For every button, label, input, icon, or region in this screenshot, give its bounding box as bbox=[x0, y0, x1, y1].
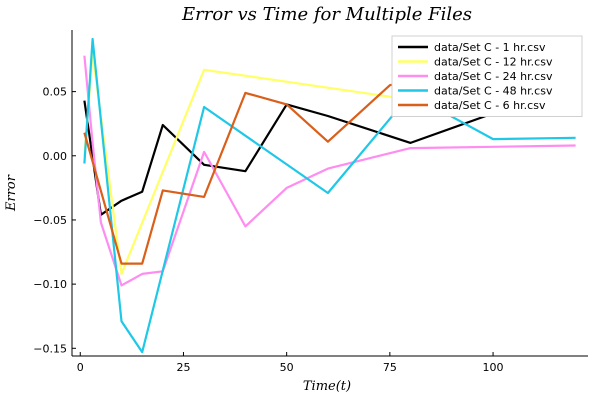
y-tick-label: −0.10 bbox=[33, 278, 67, 291]
x-tick-label: 50 bbox=[280, 361, 294, 374]
y-tick-label: −0.15 bbox=[33, 342, 67, 355]
legend-label: data/Set C - 24 hr.csv bbox=[434, 70, 553, 83]
y-tick-label: 0.05 bbox=[43, 86, 68, 99]
chart-title: Error vs Time for Multiple Files bbox=[181, 4, 472, 25]
y-axis-label: Error bbox=[4, 174, 19, 212]
axes: 0 25 50 75 100 −0.15 −0.10 −0.05 0.00 0.05 bbox=[33, 30, 588, 374]
x-axis-label: Time(t) bbox=[303, 379, 351, 394]
x-tick-label: 0 bbox=[77, 361, 84, 374]
legend-box bbox=[391, 35, 583, 117]
series-line-3 bbox=[83, 55, 576, 287]
series-line-1 bbox=[83, 87, 576, 216]
y-tick-label: −0.05 bbox=[33, 214, 67, 227]
legend-label: data/Set C - 12 hr.csv bbox=[434, 56, 553, 69]
y-tick-label: 0.00 bbox=[43, 150, 68, 163]
legend-label: data/Set C - 1 hr.csv bbox=[434, 41, 546, 54]
x-tick-label: 75 bbox=[383, 361, 397, 374]
legend-label: data/Set C - 48 hr.csv bbox=[434, 85, 553, 98]
series-line-4 bbox=[83, 37, 576, 354]
legend-label: data/Set C - 6 hr.csv bbox=[434, 99, 546, 112]
legend: data/Set C - 1 hr.csv data/Set C - 12 hr.… bbox=[391, 35, 583, 117]
x-tick-label: 100 bbox=[483, 361, 504, 374]
x-tick-label: 25 bbox=[176, 361, 190, 374]
